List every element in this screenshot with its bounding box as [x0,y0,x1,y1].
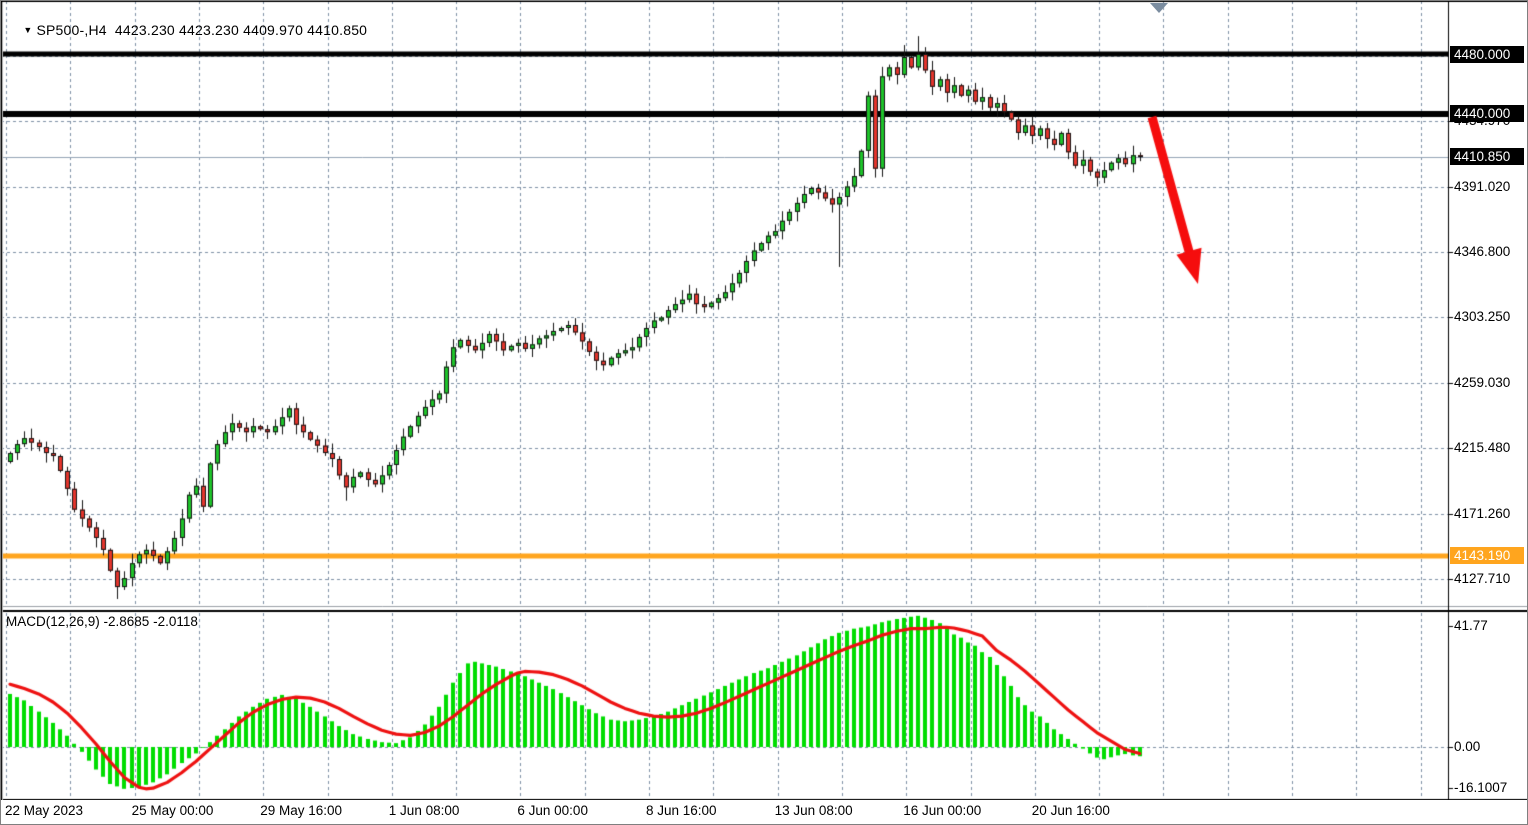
chart-title-text: SP500-,H4 4423.230 4423.230 4409.970 441… [36,22,368,38]
price-badge: 4410.850 [1450,148,1524,166]
price-axis-label: 4346.800 [1454,244,1511,260]
arrow-anchor-marker-icon[interactable] [1150,3,1168,13]
time-axis-label: 8 Jun 16:00 [646,803,717,818]
price-axis: 4434.9704391.0204346.8004303.2504259.030… [1448,1,1527,799]
macd-axis-label: -16.1007 [1454,780,1508,795]
symbol-dropdown-icon[interactable]: ▼ [23,25,33,35]
time-axis-label: 20 Jun 16:00 [1031,803,1110,818]
time-axis-label: 16 Jun 00:00 [903,803,982,818]
price-axis-label: 4171.260 [1454,505,1511,521]
price-axis-label: 4303.250 [1454,309,1511,325]
time-axis-label: 29 May 16:00 [260,803,342,818]
price-badge: 4143.190 [1450,547,1524,564]
price-axis-label: 4259.030 [1454,375,1511,391]
price-axis-label: 4215.480 [1454,439,1511,455]
chart-title: ▼ SP500-,H4 4423.230 4423.230 4409.970 44… [7,6,367,54]
price-badge: 4480.000 [1450,45,1524,63]
price-badge: 4440.000 [1450,105,1524,123]
time-axis-label: 13 Jun 08:00 [774,803,853,818]
time-axis-label: 1 Jun 08:00 [388,803,460,818]
price-axis-label: 4127.710 [1454,570,1511,586]
time-axis-label: 25 May 00:00 [131,803,214,818]
macd-axis-label: 41.77 [1454,618,1488,633]
time-axis: 22 May 2023 25 May 00:00 29 May 16:00 1 Jun… [1,800,1527,824]
macd-axis-label: 0.00 [1454,739,1481,754]
time-axis-label: 6 Jun 00:00 [517,803,588,818]
macd-indicator-label: MACD(12,26,9) -2.8685 -2.0118 [6,614,198,629]
price-axis-label: 4391.020 [1454,178,1511,194]
time-axis-label: 22 May 2023 [5,803,84,818]
